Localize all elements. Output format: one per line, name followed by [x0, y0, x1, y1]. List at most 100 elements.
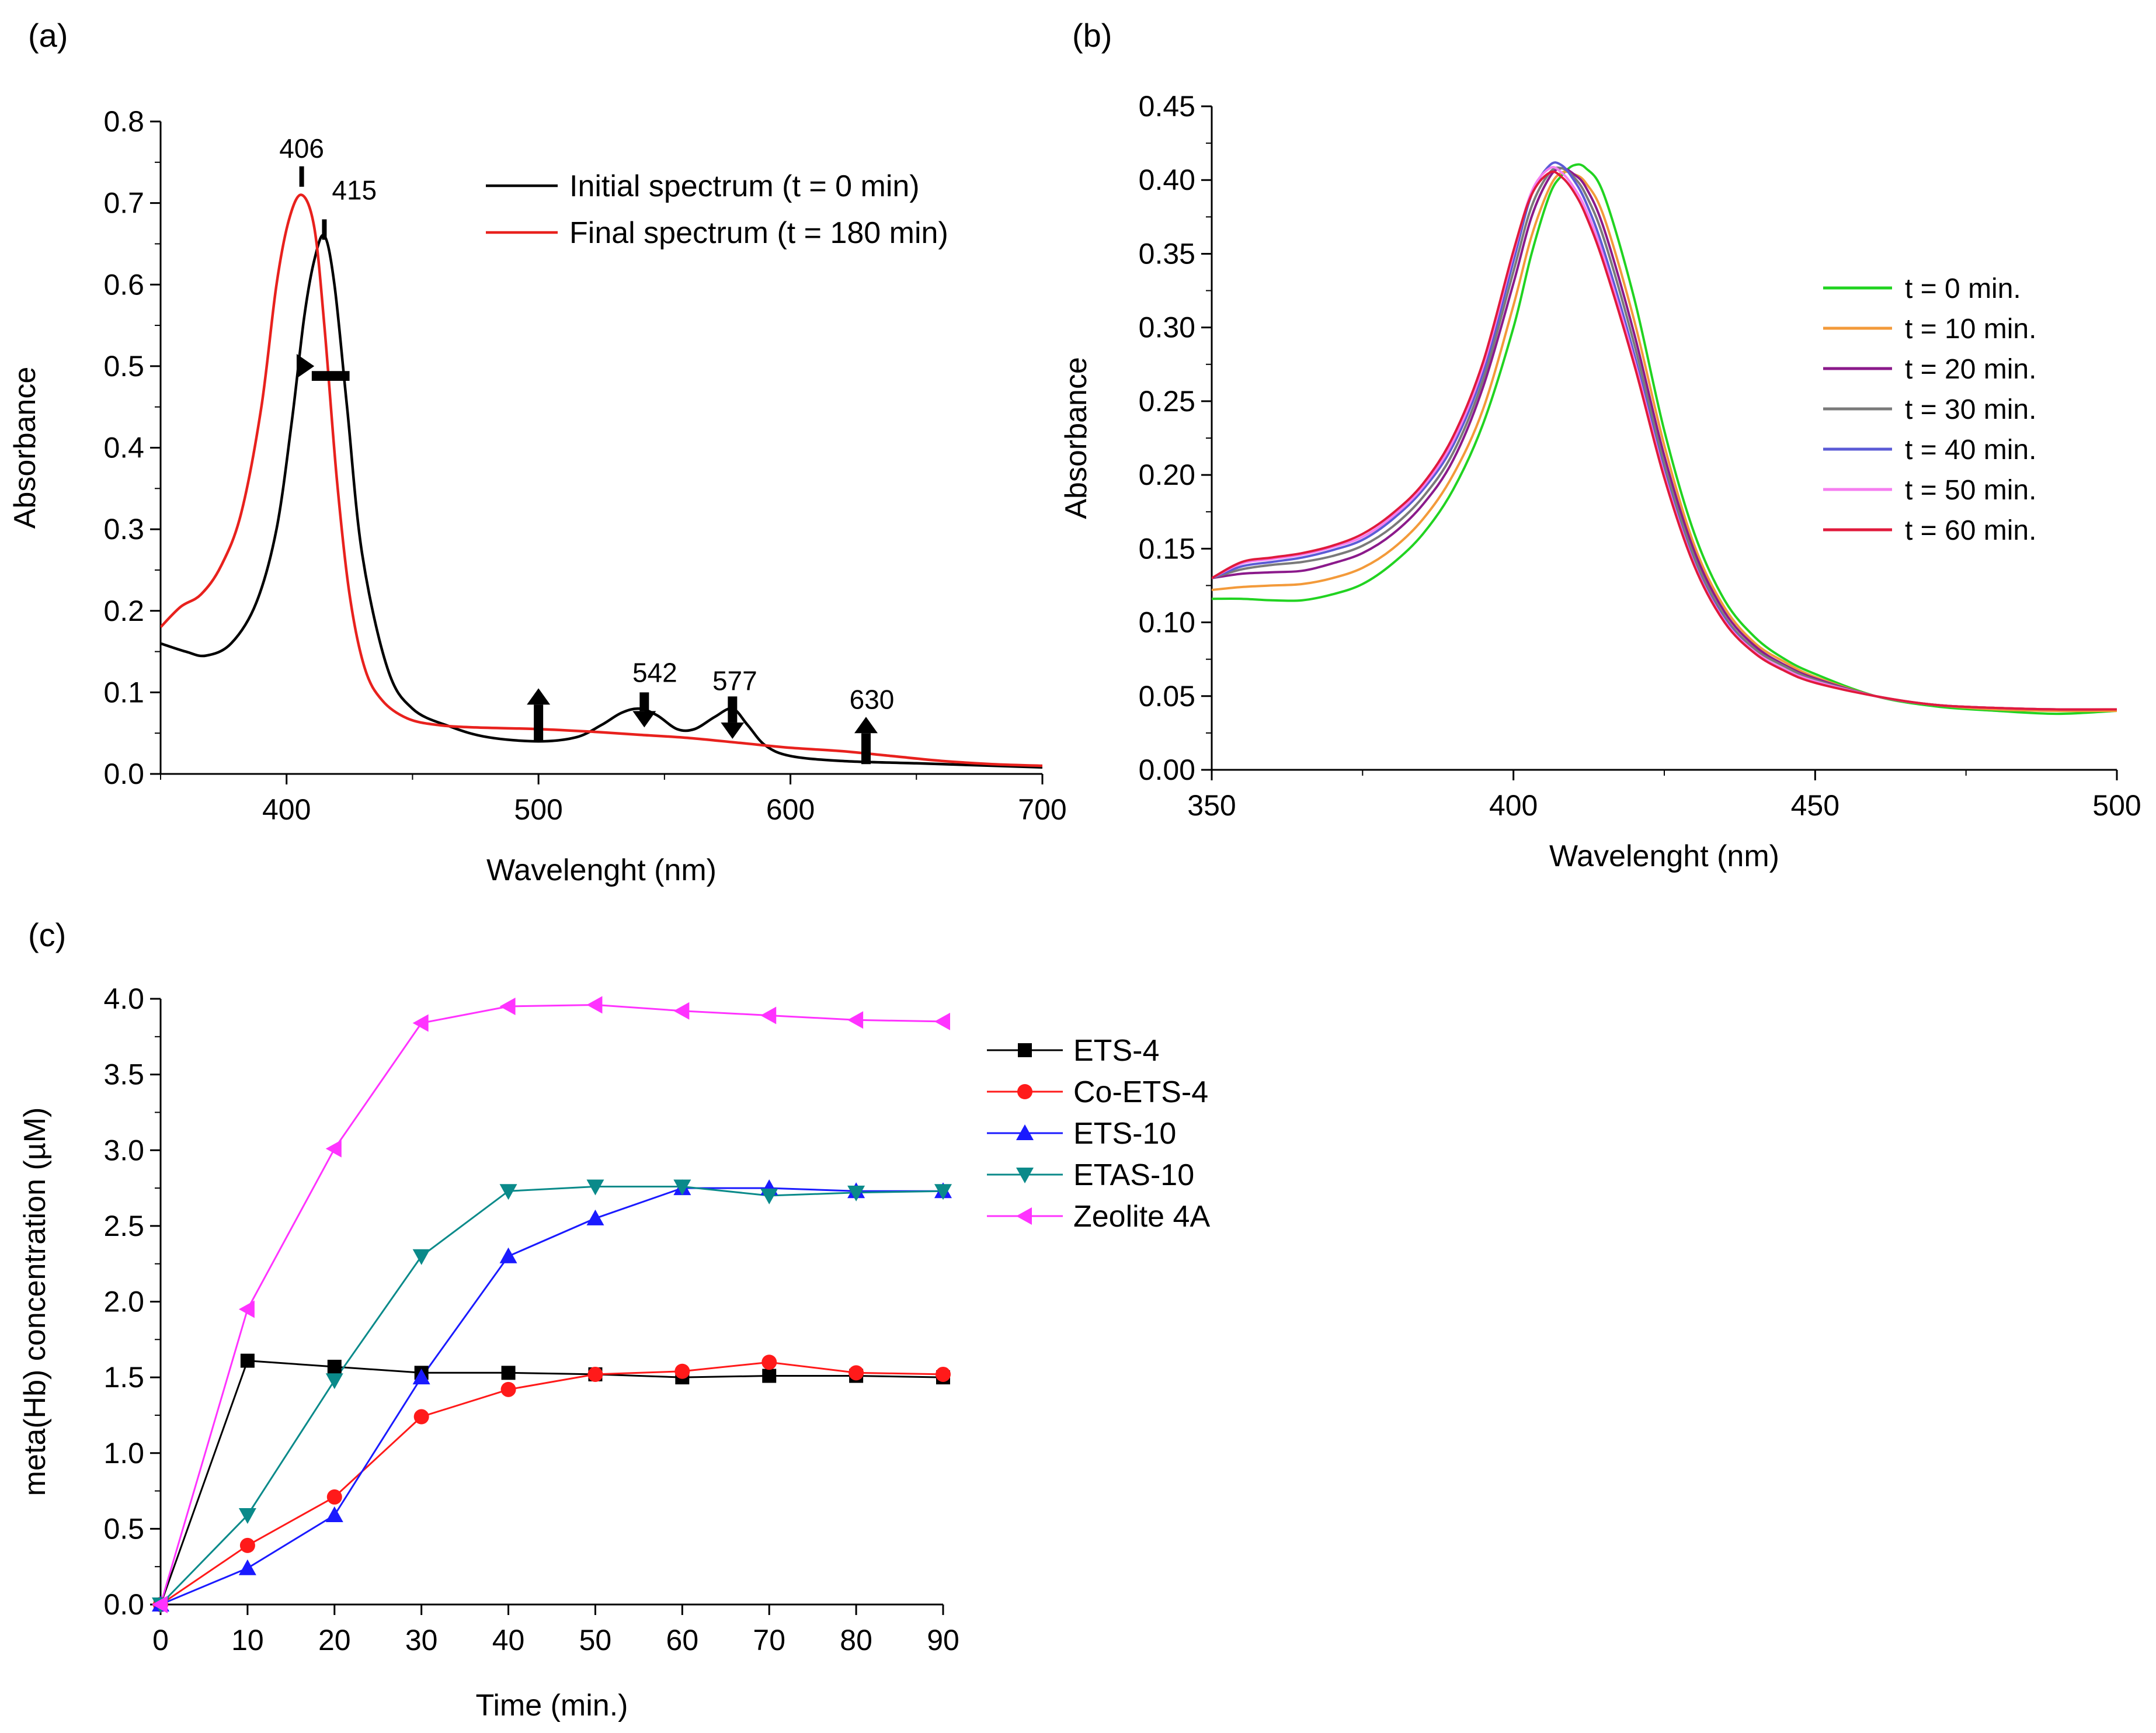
peak-542-label: 542: [632, 657, 677, 687]
data-point-etas-10: [238, 1508, 256, 1524]
x-tick-label: 700: [1018, 793, 1066, 826]
y-tick-label: 0.00: [1139, 753, 1195, 786]
arrow-630-up-head: [854, 717, 878, 734]
panel-label-b: (b): [1072, 17, 1112, 54]
peak-415-label: 415: [332, 175, 377, 206]
legend-label-b: t = 40 min.: [1905, 435, 2036, 466]
data-point-zeolite-4a: [499, 997, 516, 1015]
panel-label-a: (a): [28, 17, 68, 54]
x-tick-label: 10: [231, 1624, 264, 1656]
legend-marker-c: [1018, 1043, 1032, 1057]
data-point-ets-4: [762, 1369, 777, 1383]
data-point-zeolite-4a: [325, 1140, 342, 1158]
arrow-577-down-shaft: [728, 696, 738, 723]
arrow-542-down-head: [632, 711, 656, 728]
series-line-c-2: [160, 1187, 943, 1606]
y-tick-label: 0.2: [103, 595, 144, 627]
series-line-b-6: [1212, 170, 2117, 711]
data-point-co-ets-4: [326, 1489, 342, 1505]
y-tick-label: 1.0: [103, 1437, 144, 1470]
x-tick-label: 0: [152, 1624, 169, 1656]
shift-arrow-shaft: [311, 371, 350, 381]
chart-a: 0.0 0.1 0.2 0.3 0.4 0.5 0.6 0.7 0.8 400 500 600 700 W…: [8, 105, 1067, 887]
x-tick-label: 600: [766, 793, 815, 826]
data-point-zeolite-4a: [934, 1012, 950, 1030]
legend-marker-c: [1017, 1084, 1032, 1099]
y-tick-label: 0.5: [103, 350, 144, 383]
data-point-etas-10: [760, 1189, 778, 1205]
y-tick-label: 3.5: [103, 1058, 144, 1091]
x-tick-label: 450: [1791, 789, 1839, 822]
series-line-c-3: [159, 1186, 944, 1606]
y-tick-label: 0.05: [1139, 680, 1195, 713]
data-point-ets-4: [501, 1366, 516, 1380]
x-tick-label: 60: [666, 1624, 699, 1656]
x-tick-label: 70: [753, 1624, 785, 1656]
arrow-500-up-head: [527, 688, 551, 705]
data-point-etas-10: [934, 1184, 952, 1200]
peak-577-label: 577: [712, 665, 757, 696]
y-tick-label: 0.20: [1139, 459, 1195, 491]
x-axis-title: Time (min.): [476, 1689, 628, 1722]
x-tick-label: 400: [1489, 789, 1538, 822]
shift-arrow-head: [296, 353, 315, 378]
x-axis-title: Wavelenght (nm): [1549, 839, 1779, 873]
x-tick-label: 40: [492, 1624, 525, 1656]
plot-area-a: [161, 193, 1042, 769]
peak-630-label: 630: [850, 685, 895, 715]
x-tick-label: 20: [318, 1624, 351, 1656]
y-tick-label: 3.0: [103, 1134, 144, 1166]
y-tick-label: 0.45: [1139, 90, 1195, 123]
y-axis-title: meta(Hb) concentration (µM): [18, 1107, 52, 1496]
legend-label-c: ETAS-10: [1073, 1158, 1194, 1192]
data-point-zeolite-4a: [760, 1006, 777, 1024]
y-axis-title: Absorbance: [8, 367, 42, 529]
x-tick-label: 500: [514, 793, 562, 826]
peak-406-label: 406: [279, 133, 324, 164]
y-tick-label: 0.0: [103, 758, 144, 790]
data-point-co-ets-4: [500, 1381, 516, 1397]
x-tick-label: 500: [2092, 789, 2141, 822]
legend-label-a: Final spectrum (t = 180 min): [569, 216, 948, 250]
data-point-etas-10: [412, 1249, 430, 1265]
legend-label-b: t = 30 min.: [1905, 394, 2036, 425]
y-tick-label: 0.25: [1139, 385, 1195, 418]
y-tick-label: 0.3: [103, 513, 144, 546]
legend-label-b: t = 20 min.: [1905, 354, 2036, 385]
y-tick-label: 0.15: [1139, 532, 1195, 565]
legend-label-b: t = 10 min.: [1905, 314, 2036, 345]
data-point-zeolite-4a: [847, 1011, 864, 1029]
data-point-zeolite-4a: [152, 1596, 168, 1613]
data-point-etas-10: [847, 1185, 865, 1201]
y-tick-label: 0.1: [103, 676, 144, 709]
y-tick-label: 4.0: [103, 982, 144, 1015]
chart-c: 0.0 0.5 1.0 1.5 2.0 2.5 3.0 3.5 4.0 0 10 20 30 40 50 60…: [18, 982, 1210, 1722]
series-line-c-1: [160, 1361, 944, 1606]
data-point-ets-10: [586, 1209, 604, 1225]
series-line-initial: [161, 234, 1042, 769]
data-point-co-ets-4: [936, 1366, 951, 1382]
arrow-500-up-shaft: [534, 704, 544, 742]
data-point-ets-4: [327, 1359, 342, 1374]
y-tick-label: 0.5: [103, 1512, 144, 1545]
legend-marker-c: [1016, 1168, 1034, 1183]
y-tick-label: 0.0: [103, 1588, 144, 1621]
legend-label-b: t = 50 min.: [1905, 475, 2036, 506]
legend-label-c: Co-ETS-4: [1073, 1075, 1208, 1109]
data-point-zeolite-4a: [673, 1002, 690, 1020]
data-point-etas-10: [673, 1179, 691, 1196]
x-tick-label: 50: [579, 1624, 612, 1656]
x-tick-label: 80: [840, 1624, 872, 1656]
data-point-co-ets-4: [413, 1409, 429, 1425]
legend-label-c: ETS-10: [1073, 1117, 1176, 1151]
y-tick-label: 0.10: [1139, 606, 1195, 639]
data-point-ets-10: [499, 1247, 517, 1263]
arrow-577-down-head: [721, 722, 745, 739]
y-axis-title: Absorbance: [1059, 357, 1093, 519]
x-axis-title: Wavelenght (nm): [486, 853, 717, 887]
data-point-co-ets-4: [239, 1537, 255, 1553]
data-point-etas-10: [325, 1373, 343, 1390]
data-point-ets-10: [325, 1506, 343, 1523]
y-tick-label: 0.8: [103, 105, 144, 138]
